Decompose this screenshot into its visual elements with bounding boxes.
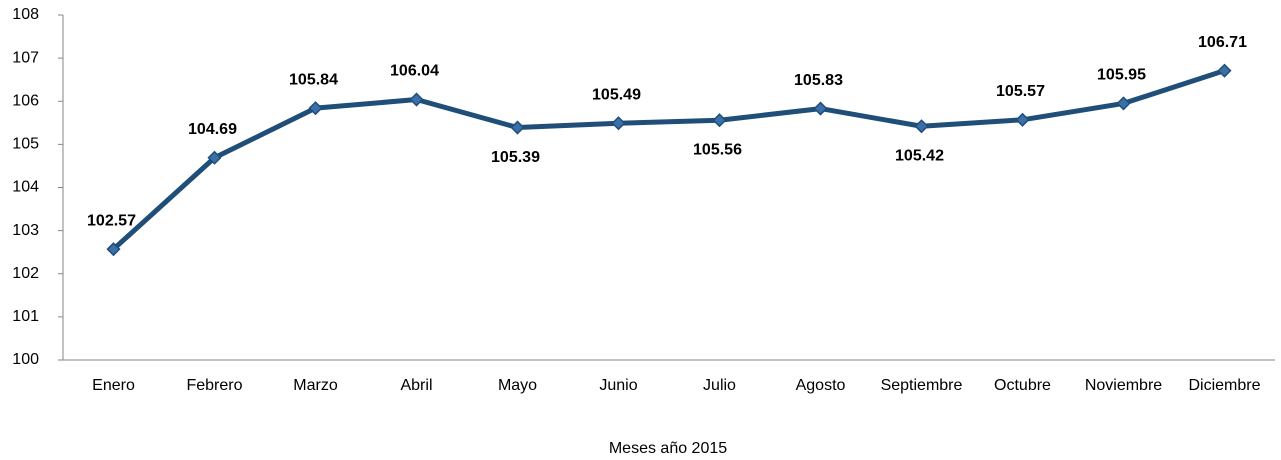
x-tick-label: Febrero	[186, 377, 242, 394]
data-label: 105.49	[592, 86, 641, 103]
x-tick-label: Junio	[599, 377, 637, 394]
marker	[106, 242, 121, 257]
marker	[1217, 63, 1232, 78]
x-tick-label: Octubre	[994, 377, 1051, 394]
y-tick-label: 100	[12, 351, 39, 368]
data-label: 105.95	[1097, 67, 1146, 84]
line	[111, 68, 1226, 252]
x-tick-label: Septiembre	[881, 377, 963, 394]
x-tick-label: Enero	[92, 377, 135, 394]
y-tick-label: 105	[12, 136, 39, 153]
y-tick-label: 107	[12, 49, 39, 66]
marker	[1015, 112, 1030, 127]
data-label: 106.71	[1198, 34, 1247, 51]
x-tick-label: Abril	[400, 377, 432, 394]
data-label: 105.39	[491, 149, 540, 166]
x-tick-label: Julio	[703, 377, 736, 394]
x-axis-label: Meses año 2015	[609, 440, 727, 457]
marker	[914, 119, 929, 134]
data-label: 105.84	[289, 71, 338, 88]
marker	[1116, 96, 1131, 111]
y-tick-label: 102	[12, 265, 39, 282]
data-label: 105.56	[693, 141, 742, 158]
data-label: 105.83	[794, 72, 843, 89]
marker	[510, 120, 525, 135]
x-tick-label: Mayo	[498, 377, 537, 394]
x-tick-label: Noviembre	[1085, 377, 1162, 394]
marker	[207, 150, 222, 165]
marker	[308, 101, 323, 116]
y-tick-label: 103	[12, 222, 39, 239]
y-tick-label: 106	[12, 92, 39, 109]
data-label: 102.57	[87, 212, 136, 229]
data-label: 105.57	[996, 83, 1045, 100]
marker	[813, 101, 828, 116]
x-tick-label: Marzo	[293, 377, 338, 394]
data-label: 106.04	[390, 63, 439, 80]
x-tick-label: Agosto	[796, 377, 846, 394]
data-label: 104.69	[188, 121, 237, 138]
y-tick-label: 101	[12, 308, 39, 325]
marker	[611, 116, 626, 131]
y-tick-label: 104	[12, 179, 39, 196]
marker	[409, 92, 424, 107]
data-label: 105.42	[895, 147, 944, 164]
y-tick-label: 108	[12, 6, 39, 23]
marker	[712, 113, 727, 128]
x-tick-label: Diciembre	[1188, 377, 1260, 394]
